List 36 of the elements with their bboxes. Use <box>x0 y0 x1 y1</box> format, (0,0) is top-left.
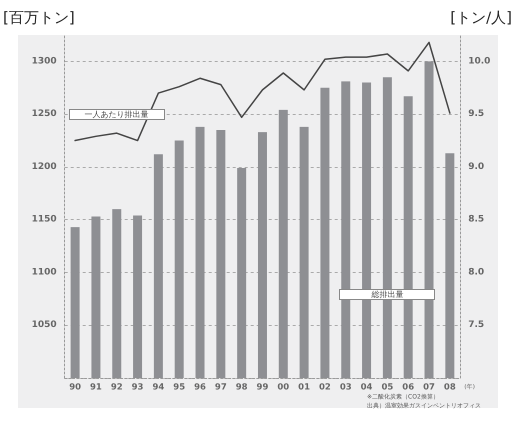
y-tick-label: 1150 <box>32 214 57 225</box>
x-tick-label: 95 <box>173 382 186 392</box>
y2-tick-label: 7.5 <box>468 320 484 330</box>
x-tick-label: 98 <box>236 382 248 392</box>
x-tick-label: 99 <box>256 382 268 392</box>
y-tick-label: 1100 <box>32 267 57 278</box>
x-tick-label: 07 <box>423 382 436 392</box>
x-tick-label: 92 <box>110 382 123 392</box>
y2-tick-label: 8.5 <box>468 214 484 225</box>
x-tick-label: 93 <box>132 382 144 392</box>
x-tick-label: 94 <box>152 382 164 392</box>
y2-tick-label: 9.0 <box>468 162 484 172</box>
x-tick-label: 03 <box>340 382 352 392</box>
y-tick-label: 1200 <box>32 162 57 172</box>
y-tick-label: 1250 <box>32 109 57 120</box>
y2-tick-label: 10.0 <box>468 56 490 66</box>
label-box: 総排出量 <box>339 288 436 300</box>
x-tick-label: 04 <box>360 382 373 392</box>
x-tick-label: 00 <box>277 382 290 392</box>
x-tick-label: 01 <box>298 382 310 392</box>
y-axis-title: [百万トン] <box>2 8 75 26</box>
x-tick-label: 08 <box>444 382 456 392</box>
y2-tick-label: 9.5 <box>468 109 484 120</box>
x-tick-label: 05 <box>381 382 394 392</box>
y-tick-label: 1300 <box>32 56 57 66</box>
line-series <box>74 42 451 142</box>
x-tick-label: 91 <box>90 382 102 392</box>
x-tick-label: 96 <box>194 382 206 392</box>
y2-axis-title: [トン/人] <box>450 8 512 26</box>
y-tick-label: 1050 <box>32 320 57 330</box>
y2-tick-label: 8.0 <box>468 267 484 278</box>
label-box: 一人あたり排出量 <box>68 109 165 120</box>
x-tick-label: 90 <box>69 382 82 392</box>
x-tick-label: 97 <box>214 382 227 392</box>
x-tick-label: 06 <box>402 382 414 392</box>
x-tick-label: 02 <box>319 382 331 392</box>
